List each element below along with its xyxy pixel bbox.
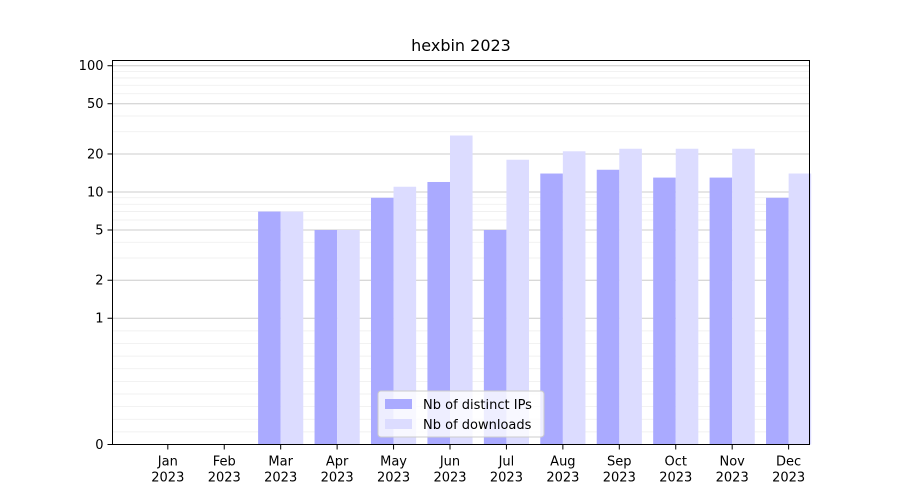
x-tick-label: Jan 2023	[151, 455, 184, 486]
y-tick-label: 10	[87, 185, 104, 200]
bar	[675, 148, 699, 445]
y-tick-label: 2	[95, 274, 103, 289]
legend-swatch	[385, 399, 412, 409]
bar	[337, 229, 360, 445]
x-tick-label: Mar 2023	[264, 455, 297, 486]
x-tick-label: Jul 2023	[490, 455, 523, 486]
y-axis: 0 1 2 5 10 20 50 100	[79, 59, 113, 453]
x-tick-label: Apr 2023	[321, 455, 354, 486]
y-tick-label: 20	[87, 147, 104, 162]
bar	[619, 148, 642, 445]
x-tick-label: Jun 2023	[433, 455, 466, 486]
bar	[709, 177, 733, 445]
x-tick-label: Feb 2023	[208, 455, 241, 486]
bar	[732, 148, 755, 445]
legend-label: Nb of distinct IPs	[423, 398, 532, 413]
plot-frame	[112, 60, 810, 445]
bar	[314, 229, 338, 445]
x-tick-label: Aug 2023	[546, 455, 579, 486]
legend-swatch	[385, 419, 412, 429]
bar	[596, 169, 620, 445]
x-tick-label: May 2023	[377, 455, 410, 486]
bar	[427, 181, 450, 445]
bar	[393, 186, 417, 445]
y-tick-label: 100	[79, 59, 104, 74]
bar	[540, 173, 563, 445]
y-tick-label: 5	[95, 223, 103, 238]
x-tick-label: Sep 2023	[603, 455, 636, 486]
legend: Nb of distinct IPs Nb of downloads	[377, 390, 545, 438]
y-tick-label: 0	[95, 438, 103, 453]
x-tick-label: Nov 2023	[716, 455, 749, 486]
legend-box	[377, 390, 545, 438]
bar	[788, 173, 812, 445]
y-tick-label: 1	[95, 312, 103, 327]
bars	[258, 135, 812, 445]
chart-title: hexbin 2023	[411, 36, 511, 55]
x-tick-label: Oct 2023	[659, 455, 692, 486]
bar	[562, 151, 586, 445]
bar	[766, 197, 789, 445]
bar	[258, 211, 281, 445]
x-axis: Jan 2023 Feb 2023 Mar 2023 Apr 2023 May 2023 Jun 20…	[151, 444, 805, 486]
bar	[653, 177, 676, 445]
bar	[370, 197, 394, 445]
y-tick-label: 50	[87, 97, 104, 112]
legend-label: Nb of downloads	[423, 418, 532, 433]
bar	[449, 135, 473, 445]
bar	[280, 211, 304, 445]
x-tick-label: Dec 2023	[772, 455, 805, 486]
bar	[506, 159, 530, 445]
